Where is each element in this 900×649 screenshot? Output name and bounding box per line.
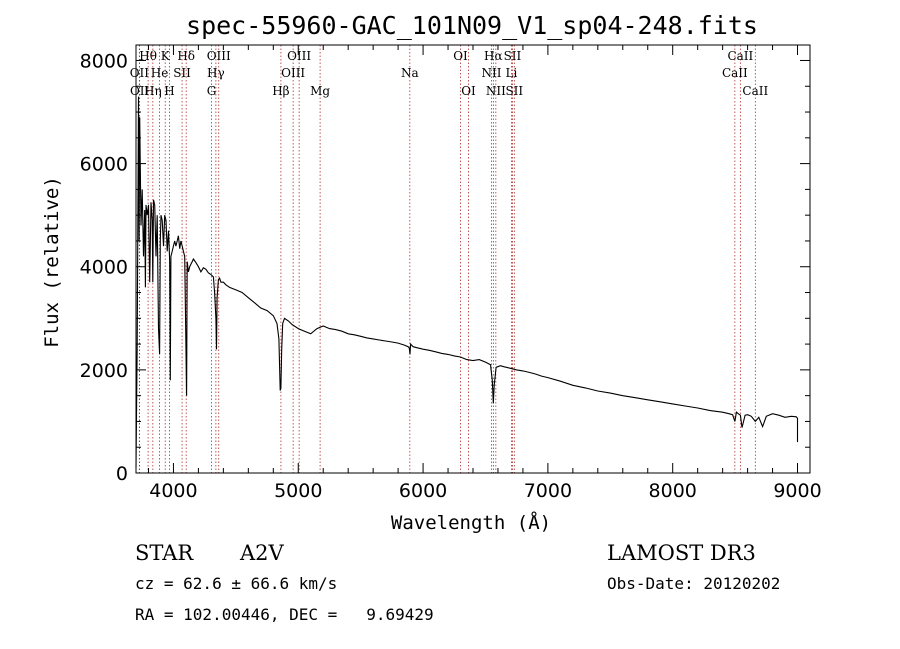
x-axis-label: Wavelength (Å): [391, 511, 551, 534]
ra-dec: RA = 102.00446, DEC = 9.69429: [135, 605, 434, 624]
line-label: Hγ: [207, 66, 225, 80]
line-label: CaII: [742, 84, 768, 98]
plot-frame: [135, 44, 811, 474]
object-subclass: A2V: [239, 541, 285, 565]
x-axis-ticks: 4000 5000 6000 7000 8000 9000: [147, 45, 822, 502]
emission-line-markers: [138, 45, 756, 473]
x-tick-label: 8000: [649, 480, 697, 502]
line-label: SII: [173, 66, 191, 80]
line-label: OIII: [207, 49, 231, 63]
x-tick-label: 4000: [149, 480, 197, 502]
line-label: OIII: [281, 66, 305, 80]
spectrum-series-line: [135, 96, 799, 468]
line-label: Na: [401, 66, 419, 80]
obs-date: Obs-Date: 20120202: [607, 574, 780, 593]
y-tick-label: 8000: [80, 50, 128, 72]
line-label: CaII: [727, 49, 753, 63]
line-label: G: [207, 84, 217, 98]
x-tick-label: 7000: [524, 480, 572, 502]
y-axis-ticks: 0 2000 4000 6000 8000: [80, 50, 810, 485]
y-axis-label: Flux (relative): [41, 176, 63, 348]
y-tick-label: 6000: [80, 154, 128, 176]
line-label: CaII: [722, 66, 748, 80]
y-tick-label: 4000: [80, 257, 128, 279]
line-label: Li: [506, 66, 518, 80]
chart-title: spec-55960-GAC_101N09_V1_sp04-248.fits: [186, 11, 758, 40]
line-label: H: [164, 84, 174, 98]
line-label: Hη: [144, 84, 162, 98]
x-tick-label: 5000: [274, 480, 322, 502]
line-label: OI: [453, 49, 468, 63]
line-label: OII: [130, 84, 150, 98]
object-class: STAR: [135, 541, 194, 565]
line-label: SII: [504, 49, 522, 63]
line-label: NII: [481, 66, 501, 80]
y-tick-label: 2000: [80, 360, 128, 382]
line-label: OI: [461, 84, 476, 98]
survey-name: LAMOST DR3: [607, 541, 756, 565]
y-tick-label: 0: [116, 463, 128, 485]
line-label: SII: [505, 84, 523, 98]
line-label: He: [151, 66, 169, 80]
line-label: OIII: [287, 49, 311, 63]
line-label: K: [161, 49, 171, 63]
line-label: Hδ: [177, 49, 195, 63]
line-label: OII: [130, 66, 150, 80]
line-label: NII: [486, 84, 506, 98]
line-label: Mg: [310, 84, 330, 98]
redshift-cz: cz = 62.6 ± 66.6 km/s: [135, 574, 337, 593]
x-tick-label: 6000: [399, 480, 447, 502]
line-label: Hα: [484, 49, 503, 63]
line-label: Hθ: [139, 49, 157, 63]
x-tick-label: 9000: [773, 480, 821, 502]
line-label: Hβ: [272, 84, 289, 98]
